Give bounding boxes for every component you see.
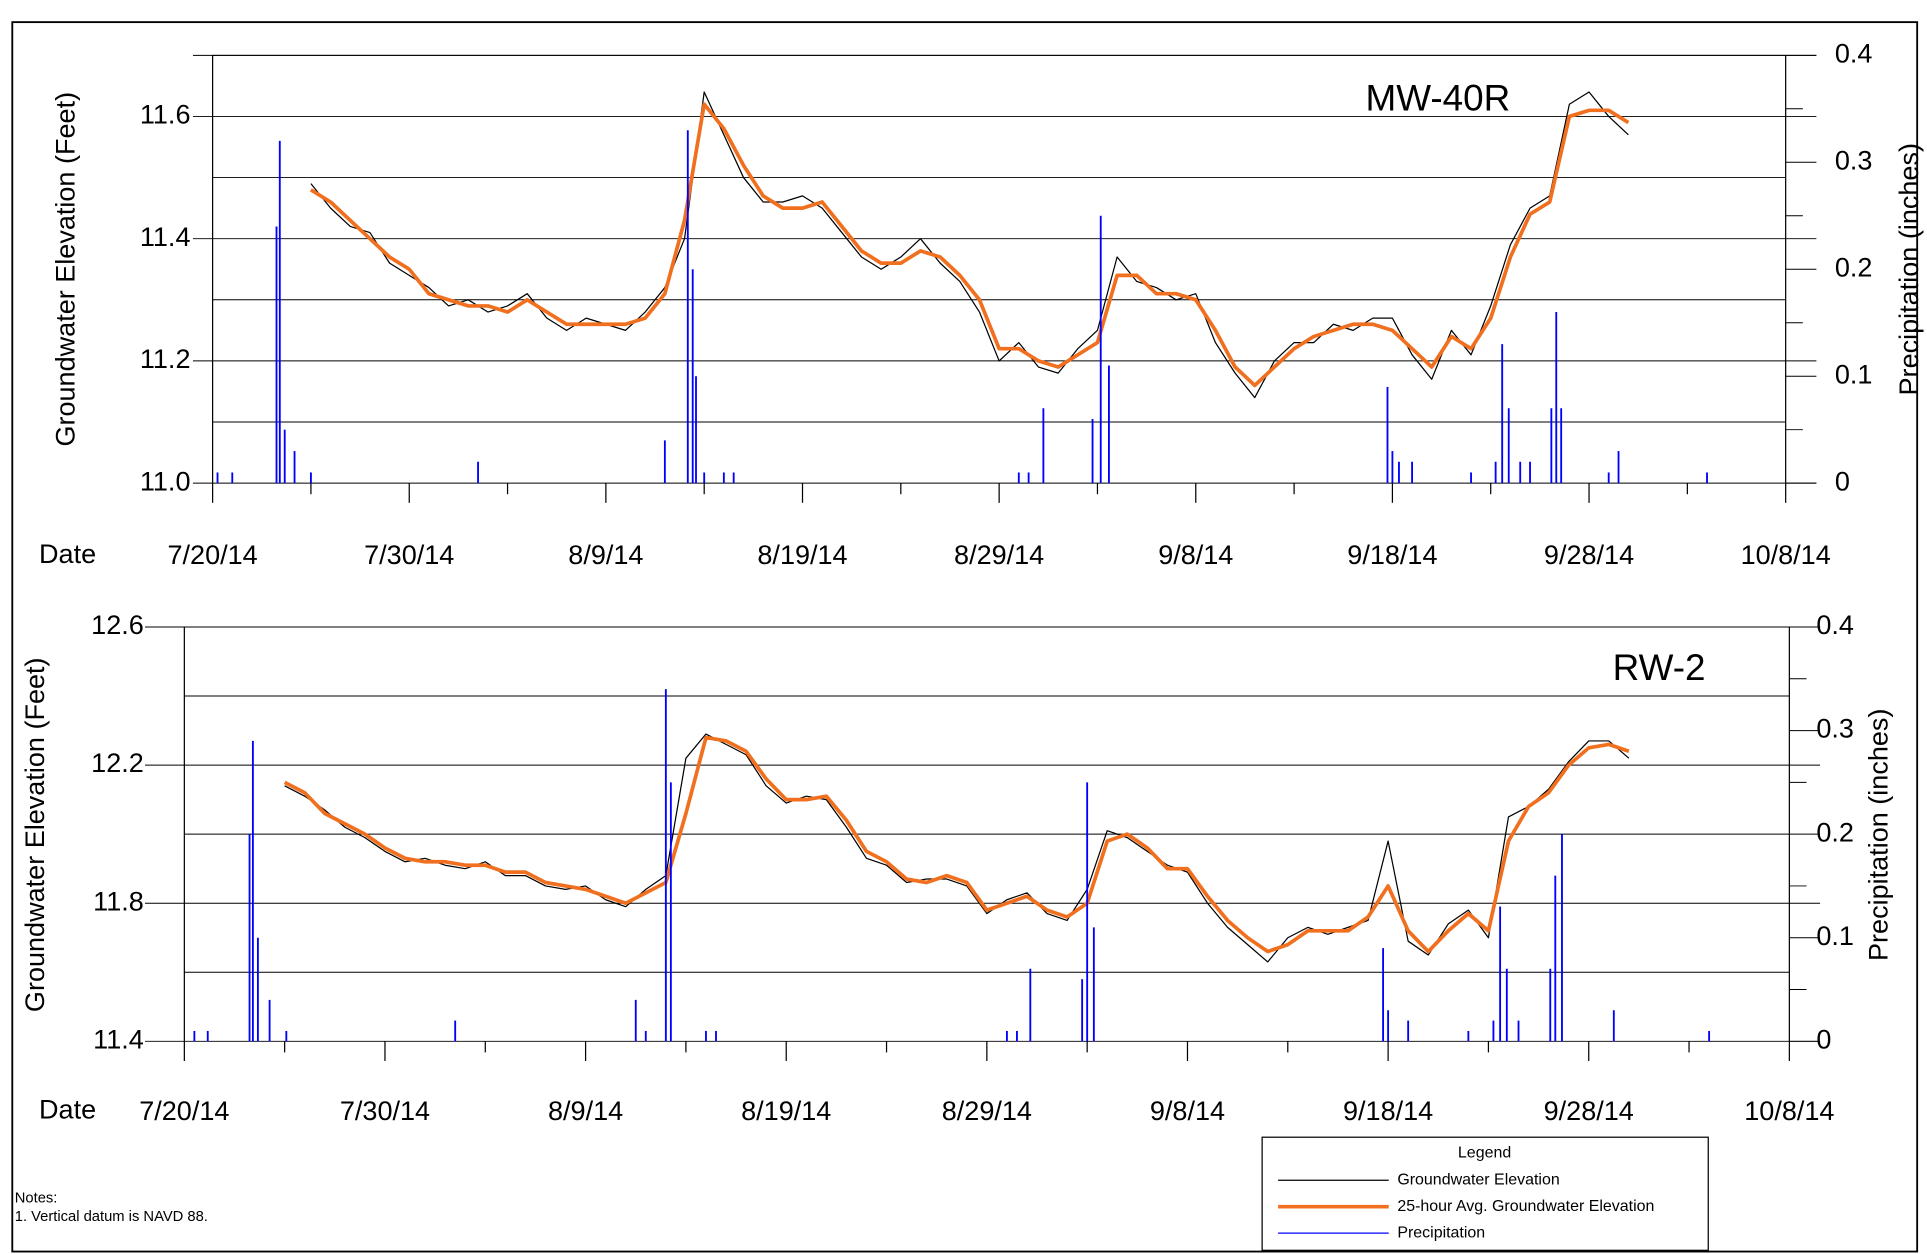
y2-tick-label: 0: [1835, 466, 1850, 496]
y-tick-label: 11.2: [140, 344, 191, 374]
y2-tick-label: 0.1: [1835, 359, 1873, 389]
y-tick-label: 11.8: [93, 886, 144, 916]
y-tick-label: 11.4: [140, 222, 191, 252]
frame: [11, 21, 1919, 1253]
notes-title: Notes:: [15, 1191, 58, 1207]
x-tick-label: 8/9/14: [568, 540, 643, 570]
average-line: [309, 102, 1630, 388]
y-tick-label: 12.2: [91, 748, 144, 778]
x-tick-label: 7/30/14: [340, 1096, 430, 1126]
y2-tick-label: 0: [1816, 1024, 1831, 1054]
x-tick-label: 8/29/14: [954, 540, 1044, 570]
legend-box: [1261, 1136, 1709, 1251]
y-tick-label: 11.4: [93, 1024, 144, 1054]
x-tick-label: 8/9/14: [548, 1096, 623, 1126]
annotation: RW-2: [1613, 647, 1706, 688]
x-axis-label: Date: [39, 539, 96, 569]
x-tick-label: 7/20/14: [168, 540, 258, 570]
y2-tick-label: 0.2: [1835, 252, 1873, 282]
legend-title: Legend: [1458, 1144, 1511, 1161]
y2-axis-label: Precipitation (inches): [1863, 709, 1893, 961]
x-tick-label: 9/8/14: [1158, 540, 1233, 570]
x-tick-label: 8/19/14: [741, 1096, 831, 1126]
y2-tick-label: 0.3: [1816, 714, 1854, 744]
y2-axis-label: Precipitation (inches): [1894, 143, 1924, 395]
average-line: [283, 735, 1630, 954]
y2-tick-label: 0.3: [1835, 145, 1873, 175]
x-tick-label: 7/20/14: [139, 1096, 229, 1126]
y-axis-label: Groundwater Elevation (Feet): [51, 92, 81, 447]
x-tick-label: 10/8/14: [1741, 540, 1831, 570]
note: 1. Vertical datum is NAVD 88.: [15, 1209, 208, 1225]
x-tick-label: 8/29/14: [942, 1096, 1032, 1126]
legend-label: Precipitation: [1397, 1224, 1485, 1241]
annotation: MW-40R: [1366, 78, 1511, 119]
legend-label: Groundwater Elevation: [1397, 1171, 1559, 1188]
x-tick-label: 7/30/14: [364, 540, 454, 570]
y-tick-label: 12.6: [91, 610, 144, 640]
groundwater-line: [284, 733, 1630, 963]
x-tick-label: 9/8/14: [1150, 1096, 1225, 1126]
x-tick-label: 9/28/14: [1544, 1096, 1634, 1126]
x-tick-label: 10/8/14: [1744, 1096, 1834, 1126]
legend-label: 25-hour Avg. Groundwater Elevation: [1397, 1198, 1654, 1215]
y2-tick-label: 0.2: [1816, 817, 1854, 847]
x-tick-label: 9/18/14: [1343, 1096, 1433, 1126]
y2-tick-label: 0.4: [1835, 38, 1873, 68]
x-tick-label: 8/19/14: [757, 540, 847, 570]
x-axis-label: Date: [39, 1095, 96, 1125]
y-tick-label: 11.6: [140, 100, 191, 130]
x-tick-label: 9/18/14: [1347, 540, 1437, 570]
x-tick-label: 9/28/14: [1544, 540, 1634, 570]
y-axis-label: Groundwater Elevation (Feet): [20, 657, 50, 1012]
groundwater-line: [310, 91, 1629, 399]
y2-tick-label: 0.4: [1816, 610, 1854, 640]
y2-tick-label: 0.1: [1816, 921, 1854, 951]
y-tick-label: 11.0: [140, 466, 191, 496]
